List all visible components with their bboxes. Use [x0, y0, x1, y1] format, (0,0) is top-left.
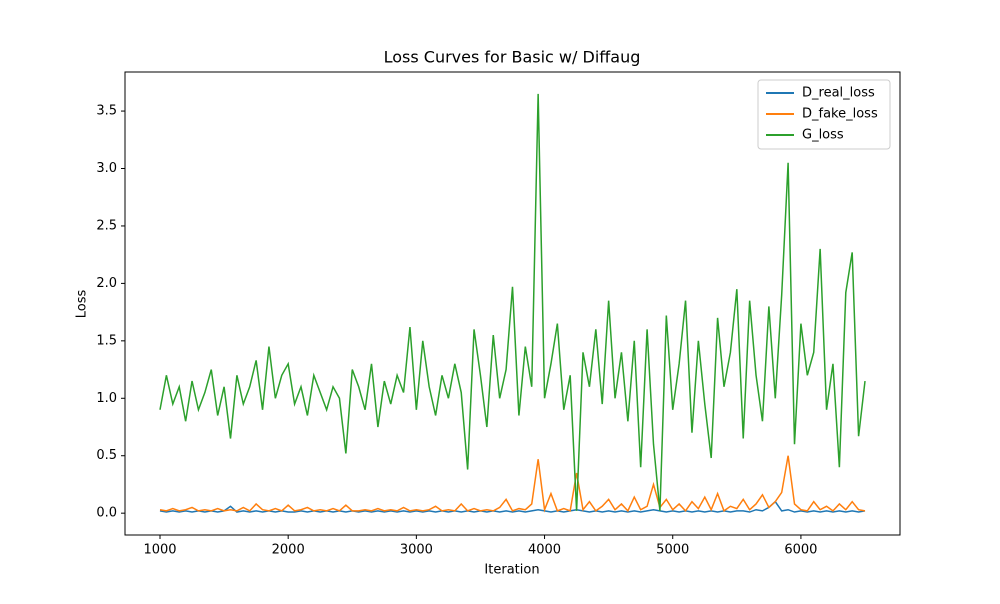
- y-tick-label: 1.0: [96, 391, 117, 406]
- chart-title: Loss Curves for Basic w/ Diffaug: [384, 48, 641, 67]
- x-axis-label: Iteration: [484, 563, 539, 578]
- y-tick-label: 3.0: [96, 161, 117, 176]
- legend-label: D_real_loss: [802, 86, 875, 101]
- legend-label: G_loss: [802, 128, 844, 143]
- x-tick-label: 5000: [656, 543, 689, 558]
- line-series: [159, 93, 866, 511]
- y-axis-label: Loss: [75, 290, 90, 319]
- legend-box: [757, 79, 891, 150]
- line-series: [159, 500, 866, 513]
- x-tick-label: 4000: [528, 543, 561, 558]
- y-tick-label: 0.5: [96, 448, 117, 463]
- x-tick-label: 6000: [784, 543, 817, 558]
- line-series: [159, 455, 866, 513]
- y-tick-label: 1.5: [96, 333, 117, 348]
- y-tick-label: 3.5: [96, 104, 117, 119]
- legend-label: D_fake_loss: [802, 107, 878, 122]
- x-tick-label: 3000: [400, 543, 433, 558]
- x-tick-label: 2000: [272, 543, 305, 558]
- y-tick-label: 2.5: [96, 218, 117, 233]
- plot-frame: [124, 71, 901, 536]
- x-tick-label: 1000: [143, 543, 176, 558]
- y-tick-label: 0.0: [96, 506, 117, 521]
- y-tick-label: 2.0: [96, 276, 117, 291]
